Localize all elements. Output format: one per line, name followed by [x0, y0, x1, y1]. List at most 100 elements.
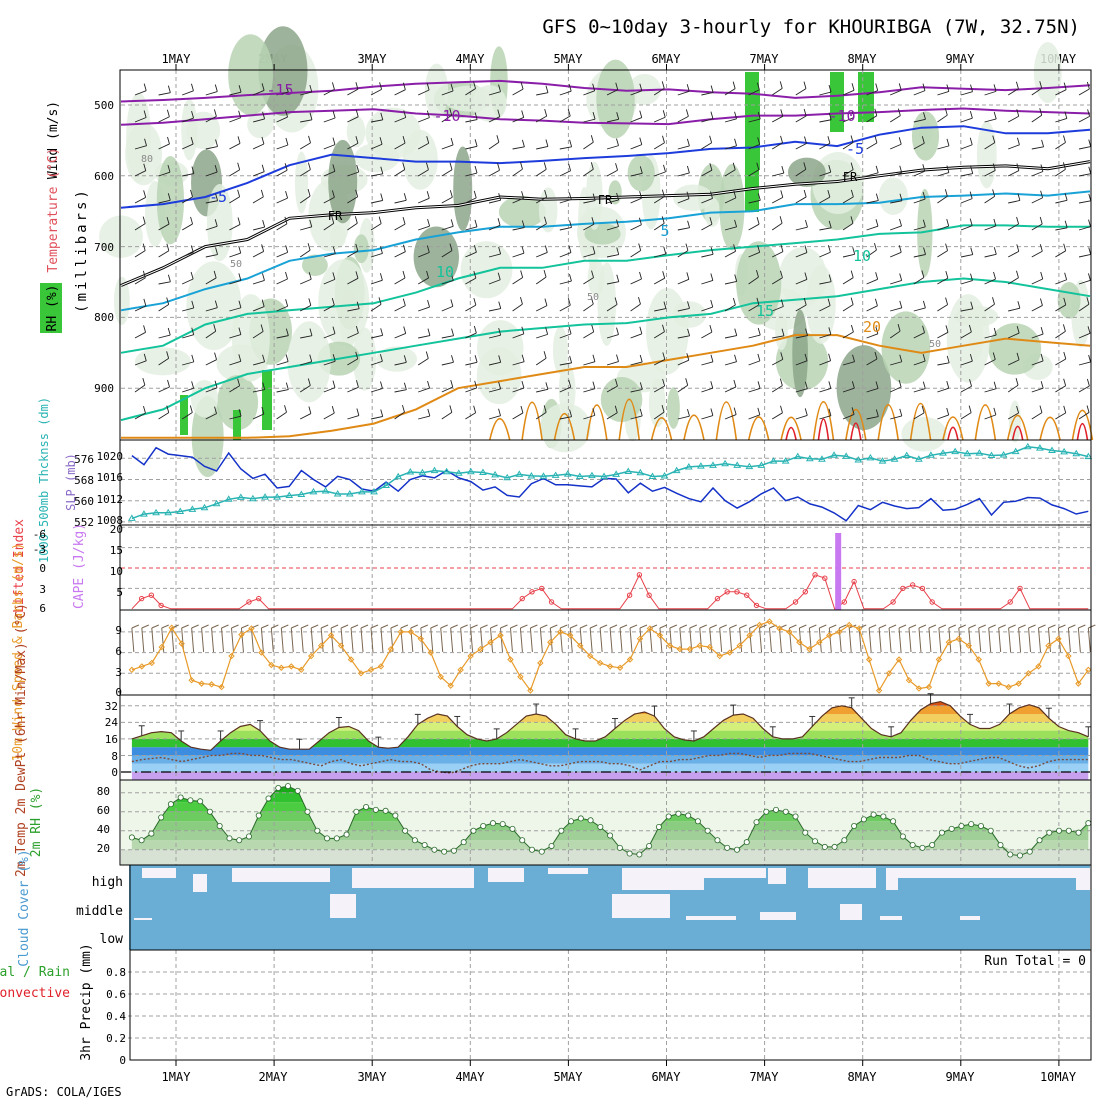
- wind-barb-flag: [827, 189, 831, 198]
- contour-label: -15: [266, 81, 293, 99]
- wind-barb-flag: [332, 326, 336, 334]
- thickness-marker: [805, 454, 814, 462]
- wind-barb-shaft: [441, 144, 454, 150]
- wind10-barb: [629, 627, 633, 653]
- wind-barb-flag: [923, 247, 926, 255]
- wind-barb-flag: [968, 405, 972, 413]
- wind-barb-shaft: [276, 223, 288, 231]
- thickness-marker: [575, 472, 584, 479]
- cloud-clear-patch: [894, 868, 1084, 878]
- wind10-barb-flag: [141, 624, 150, 629]
- wind-barb-shaft: [984, 118, 997, 123]
- wind10-barb: [440, 627, 444, 653]
- lifted-index-line: [131, 533, 1089, 610]
- wind-barb-shaft: [913, 332, 925, 339]
- wind-barb-flag: [332, 272, 336, 280]
- wind-barb-shaft: [795, 115, 807, 123]
- wind-barb-shaft: [394, 389, 407, 393]
- rh-shading-blob: [294, 151, 309, 214]
- wind-barb-flag: [238, 354, 242, 362]
- wind10-barb: [280, 627, 284, 653]
- wind-barb-shaft: [441, 335, 454, 339]
- wind-barb-flag: [380, 328, 384, 336]
- wind-barb-flag: [427, 219, 431, 227]
- thickness-marker: [588, 471, 596, 479]
- wind-barb-shaft: [984, 253, 997, 258]
- wind-barb-shaft: [1031, 114, 1042, 123]
- cloud-clear-patch: [880, 916, 902, 920]
- isotherm-line: [120, 107, 1091, 126]
- wind-barb-shaft: [842, 253, 855, 258]
- wind-barb-shaft: [441, 250, 453, 258]
- wind10-barb-flag: [819, 624, 827, 629]
- wind10-barb-flag: [550, 624, 558, 629]
- wind-barb-shaft: [488, 224, 501, 231]
- wind-barb-flag: [380, 112, 384, 120]
- wind-barb-flag: [214, 406, 217, 414]
- wind-barb-shaft: [417, 277, 429, 285]
- wind10-marker: [288, 663, 295, 670]
- wind-barb-flag: [309, 219, 313, 227]
- wind-barb-shaft: [771, 196, 784, 204]
- wind-barb-shaft: [819, 91, 832, 96]
- wind-barb-shaft: [819, 119, 832, 123]
- wind-barb-shaft: [300, 119, 313, 123]
- wind-barb-shaft: [181, 412, 193, 420]
- rh-marker: [333, 835, 340, 842]
- wind-barb-flag: [710, 191, 713, 199]
- wind-barb-shaft: [158, 223, 170, 231]
- wind-barb-flag: [780, 405, 783, 413]
- wind-barb-flag: [969, 354, 973, 362]
- wind10-marker: [796, 639, 803, 646]
- wind-barb-shaft: [535, 411, 547, 420]
- wind-barb-flag: [473, 297, 477, 306]
- cape-grid: [121, 525, 1090, 610]
- wind-barb-shaft: [890, 361, 902, 366]
- warm-contour: [586, 404, 608, 441]
- wind10-marker: [895, 656, 903, 663]
- pressure-tick-label: 700: [94, 241, 114, 254]
- rh-marker: [480, 823, 487, 830]
- wind-barb-shaft: [1008, 359, 1020, 366]
- wind-barb-flag: [897, 324, 901, 332]
- thickness-marker: [491, 470, 499, 478]
- rh-marker: [1046, 829, 1053, 836]
- wind10-marker: [307, 652, 315, 660]
- rh-marker: [1036, 837, 1043, 844]
- wind-barb-flag: [710, 381, 714, 389]
- wind-barb-shaft: [937, 145, 950, 150]
- wind10-marker: [487, 639, 494, 646]
- wind-barb-shaft: [323, 117, 336, 123]
- thickness-tick-label: 576: [74, 453, 94, 466]
- wind-barb-shaft: [276, 197, 288, 204]
- wind-barb-flag: [427, 380, 430, 389]
- wind-barb-flag: [379, 137, 383, 145]
- slp-tick-label: 1008: [97, 514, 124, 527]
- wind-barb-shaft: [701, 169, 713, 177]
- wind-barb-flag: [167, 165, 171, 173]
- wind-barb-shaft: [299, 413, 312, 420]
- wind10-barb: [131, 627, 135, 653]
- wind-barb-flag: [1063, 405, 1067, 414]
- rh-marker: [607, 832, 614, 839]
- wind-barb-flag: [262, 219, 266, 228]
- wind10-barb-flag: [589, 624, 598, 629]
- wind-barb-shaft: [134, 170, 146, 177]
- wind-barb-shaft: [182, 278, 194, 285]
- thickness-marker: [830, 451, 838, 458]
- wind-barb-shaft: [441, 280, 454, 285]
- wind-barb-flag: [945, 243, 948, 251]
- wind-barb-flag: [473, 271, 477, 279]
- wind-barb-flag: [237, 189, 241, 197]
- wind-barb-flag: [569, 139, 573, 147]
- wind-barb-flag: [827, 245, 831, 253]
- wind10-marker: [298, 666, 305, 674]
- wind-barb-shaft: [134, 145, 147, 150]
- wind-barb-flag: [922, 300, 926, 309]
- wind-barb-flag: [922, 83, 926, 91]
- wind-barb-flag: [709, 217, 713, 225]
- thickness-marker: [914, 455, 923, 462]
- wind-barb-shaft: [1078, 279, 1091, 285]
- wind-barb-flag: [899, 408, 903, 417]
- cloud-clear-patch: [808, 868, 876, 888]
